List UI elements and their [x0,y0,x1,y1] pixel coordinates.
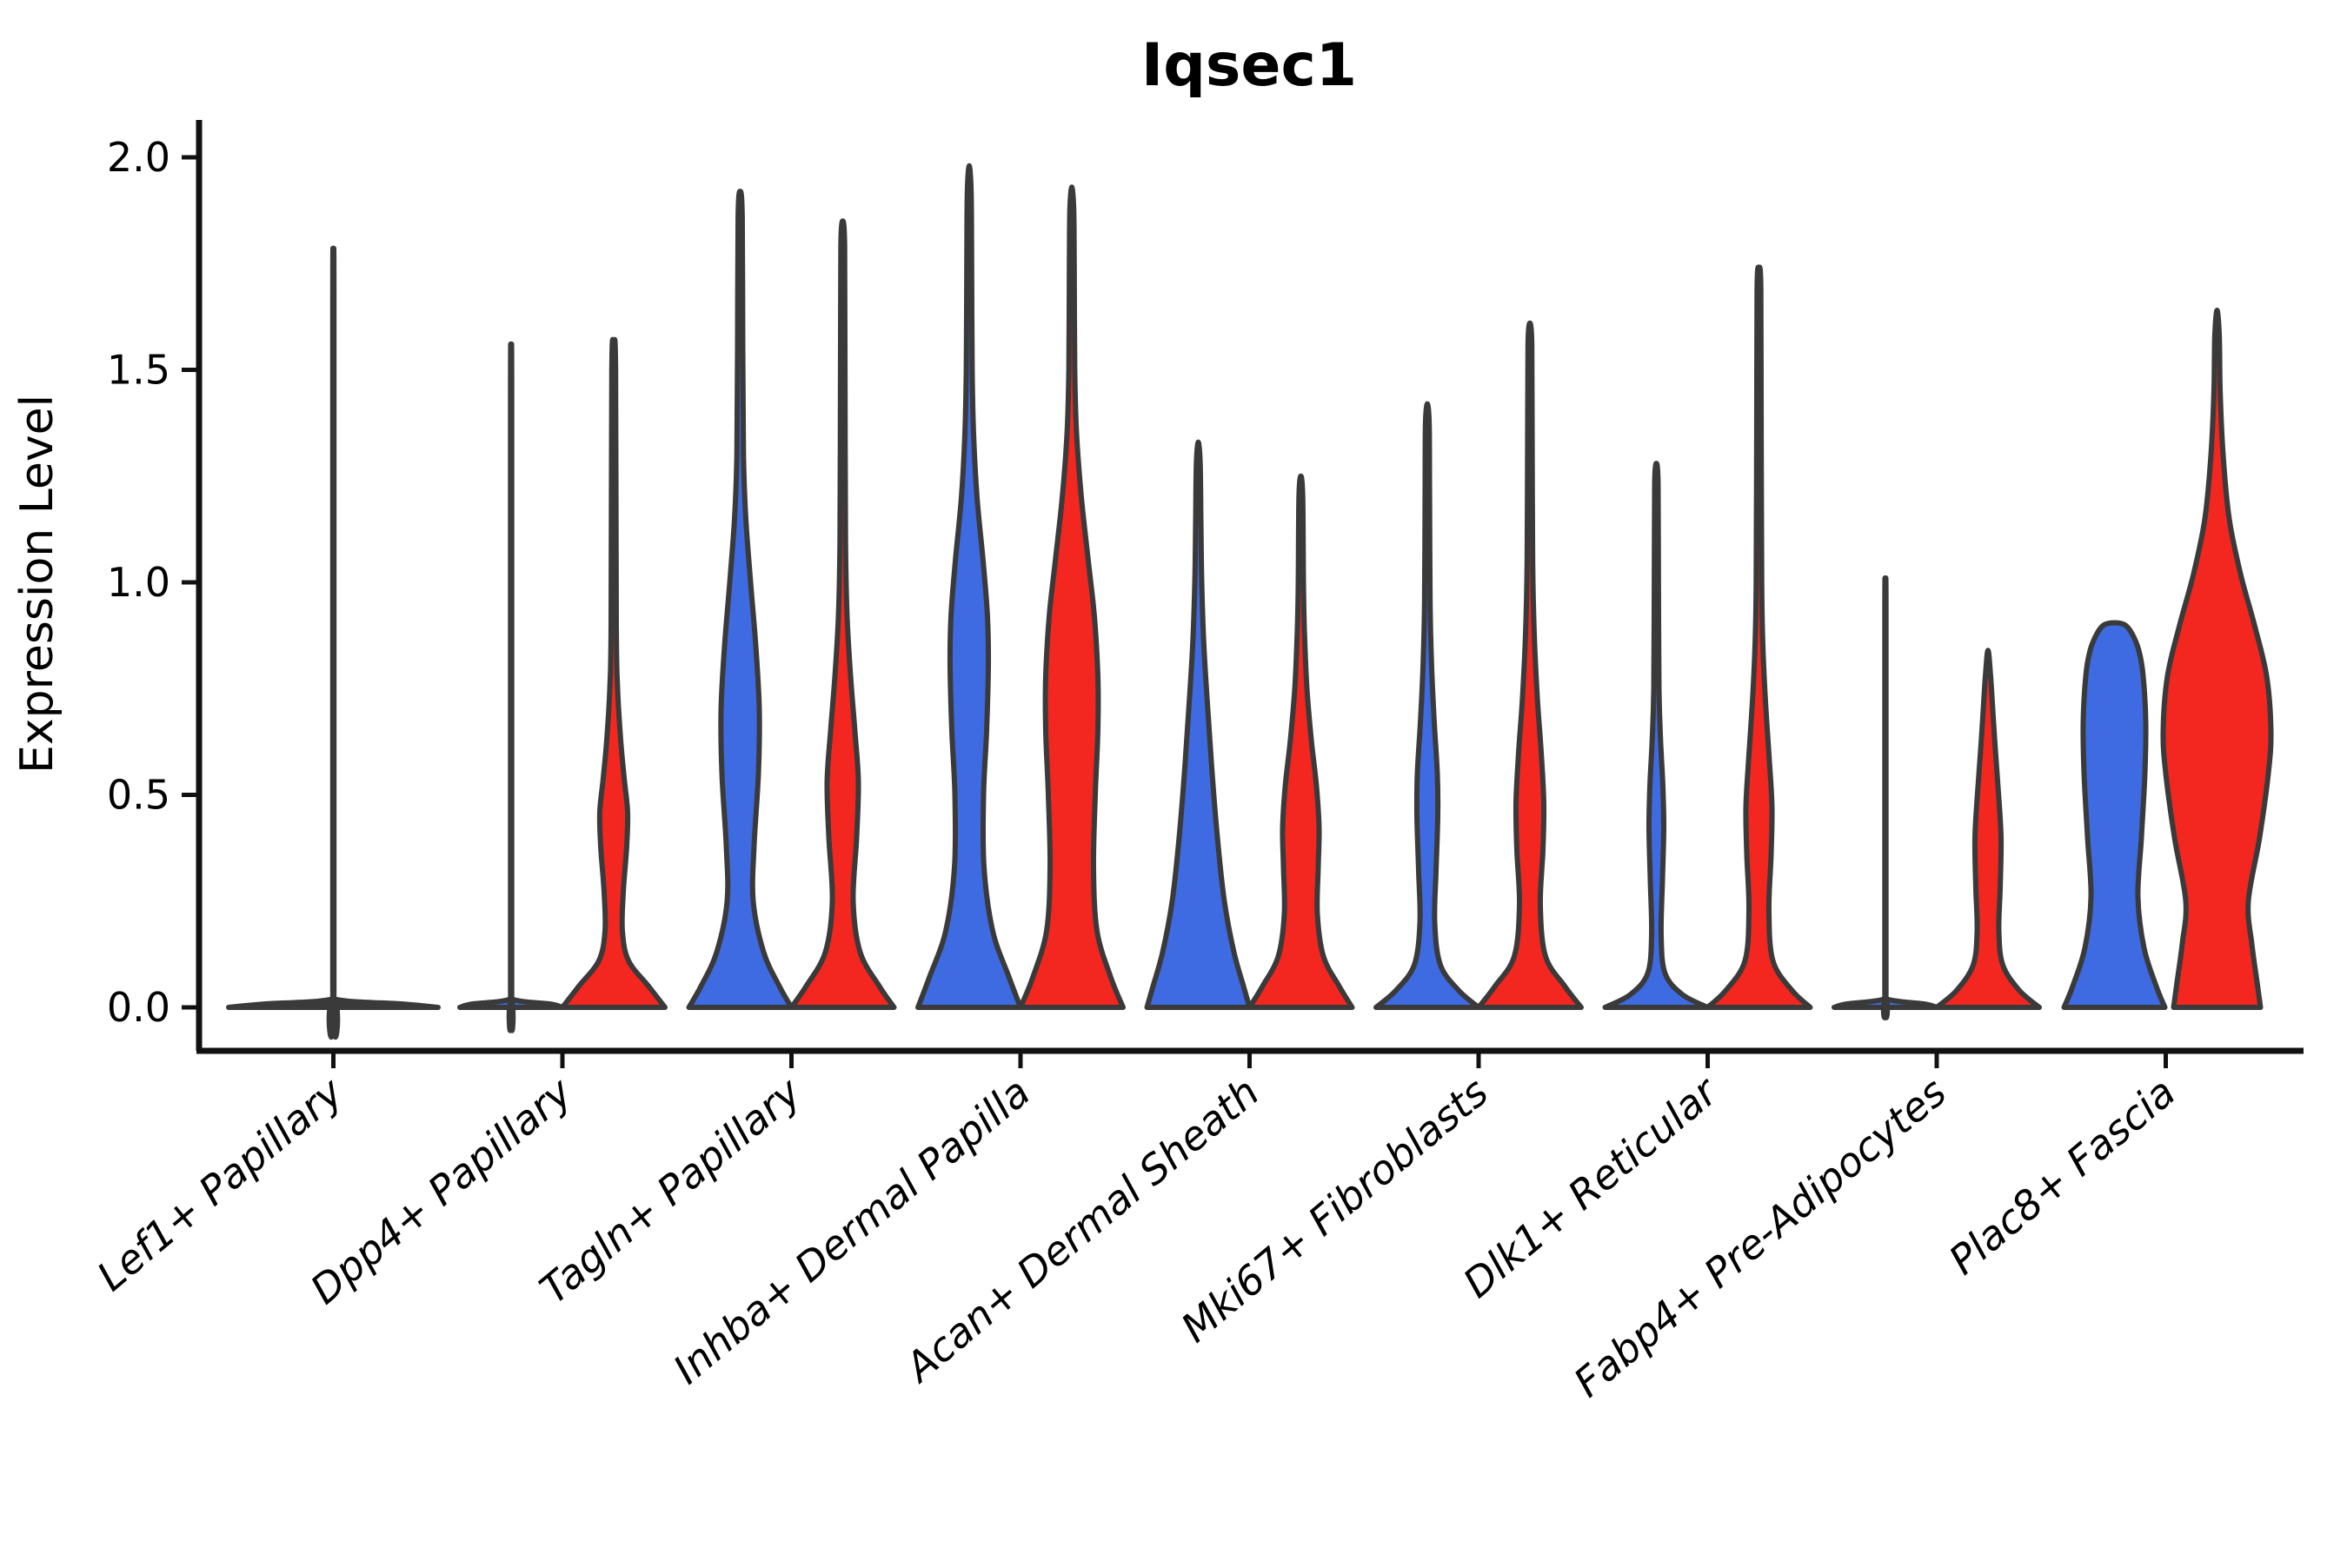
violin-group-1-5 [1144,439,1253,1010]
plot-title: Iqsec1 [1141,31,1357,100]
violin-group-2-6 [1476,320,1584,1010]
x-tick-label-1: Lef1+ Papillary [88,1068,352,1300]
violin-group-1-2 [457,341,565,1033]
violin-group-2-7 [1705,264,1813,1010]
violin-group-2-2 [560,336,668,1010]
violin-group-1-7 [1602,461,1711,1010]
violin-group-1-4 [915,163,1023,1010]
violin-group-2-5 [1247,473,1355,1010]
violin-group-2-3 [788,218,897,1010]
y-tick-label: 2.0 [107,134,170,181]
violin-group-2-9 [2160,308,2274,1010]
violin-group-1-6 [1373,401,1481,1010]
x-tick-label-9: Plac8+ Fascia [1940,1068,2184,1284]
y-tick-label: 0.0 [107,984,170,1031]
y-axis-label: Expression Level [11,395,63,774]
violin-both-degenerate-1 [226,245,441,1040]
violin-group-1-3 [686,189,795,1010]
y-axis-ticks-group: 0.0 0.5 1.0 1.5 2.0 [107,134,199,1031]
x-tick-label-8: Fabp4+ Pre-Adipocytes [1565,1068,1955,1406]
y-tick-label: 1.0 [107,559,170,606]
violin-group-2-8 [1934,648,2042,1010]
violin-shapes-group [226,163,2274,1040]
violin-group-1-8 [1832,575,1939,1020]
violin-group-2-4 [1018,184,1126,1010]
violin-group-1-9 [2061,620,2168,1010]
y-tick-label: 1.5 [107,347,170,394]
y-tick-label: 0.5 [107,772,170,819]
